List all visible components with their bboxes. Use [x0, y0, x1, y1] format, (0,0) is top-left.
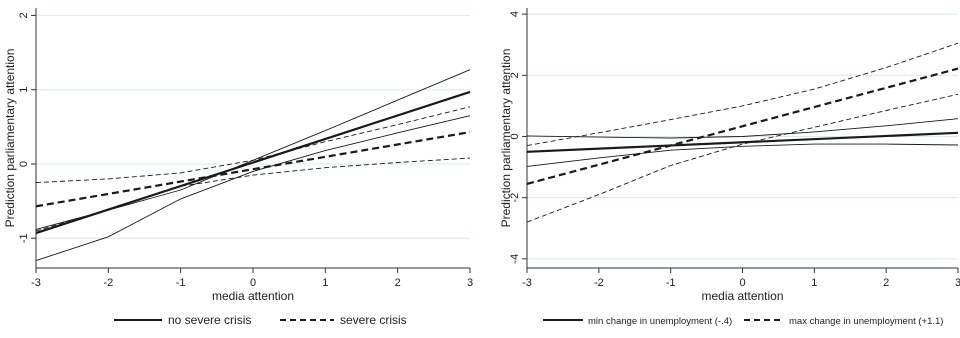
x-tick-label: 1: [811, 277, 817, 289]
y-tick-label: 1: [18, 87, 30, 93]
series-line-lower-ci-5: [35, 157, 471, 232]
legend: no severe crisis severe crisis: [114, 313, 407, 327]
series-line-estimate-0: [526, 131, 959, 153]
y-tick-label: 2: [18, 12, 30, 18]
series-line-lower-ci-2: [35, 115, 471, 262]
y-tick-label: 2: [509, 72, 521, 78]
x-tick-label: 2: [395, 277, 401, 289]
y-tick-label: -4: [509, 254, 521, 264]
x-tick-label: -2: [103, 277, 113, 289]
series-line-lower-ci-2: [526, 143, 959, 167]
series-line-upper-ci-1: [526, 118, 959, 139]
legend-label: no severe crisis: [168, 313, 251, 327]
series-line-estimate-0: [35, 90, 471, 235]
x-axis-title: media attention: [701, 289, 783, 303]
x-tick-label: 2: [883, 277, 889, 289]
legend-label: severe crisis: [340, 313, 407, 327]
y-tick-label: -1: [18, 233, 30, 243]
x-axis-title: media attention: [212, 289, 294, 303]
series-line-estimate-3: [35, 131, 471, 208]
x-tick-label: 0: [739, 277, 745, 289]
y-axis-title: Prediction parliamentary attention: [3, 49, 17, 228]
x-tick-label: 0: [250, 277, 256, 289]
x-tick-label: -3: [522, 277, 532, 289]
x-tick-label: -3: [31, 277, 41, 289]
series-line-upper-ci-1: [35, 69, 471, 230]
y-tick-label: 4: [509, 11, 521, 17]
series-line-lower-ci-5: [526, 93, 959, 223]
x-tick-label: -1: [176, 277, 186, 289]
y-tick-label: 0: [509, 133, 521, 139]
x-tick-label: 3: [467, 277, 473, 289]
y-tick-label: 0: [18, 161, 30, 167]
series-line-upper-ci-4: [526, 42, 959, 147]
x-tick-label: -1: [666, 277, 676, 289]
series-line-upper-ci-4: [35, 106, 471, 184]
chart-panel-2: -4 -2 0 2 4 -3 -2 -1 0 1 2 3 media attention Predicti…: [499, 8, 960, 327]
legend-label: max change in unemployment (+1.1): [789, 316, 943, 327]
x-tick-label: 1: [322, 277, 328, 289]
legend-label: min change in unemployment (-.4): [588, 316, 732, 327]
legend: min change in unemployment (-.4) max chan…: [543, 316, 943, 327]
x-tick-label: 3: [955, 277, 960, 289]
x-tick-label: -2: [594, 277, 604, 289]
y-tick-label: -2: [509, 193, 521, 203]
series-line-estimate-3: [526, 67, 959, 185]
chart-panel-1: -1 0 1 2 -3 -2 -1 0 1 2 3 media attention Prediction…: [3, 8, 473, 327]
y-axis-title: Prediction parliamentary attention: [499, 49, 513, 228]
